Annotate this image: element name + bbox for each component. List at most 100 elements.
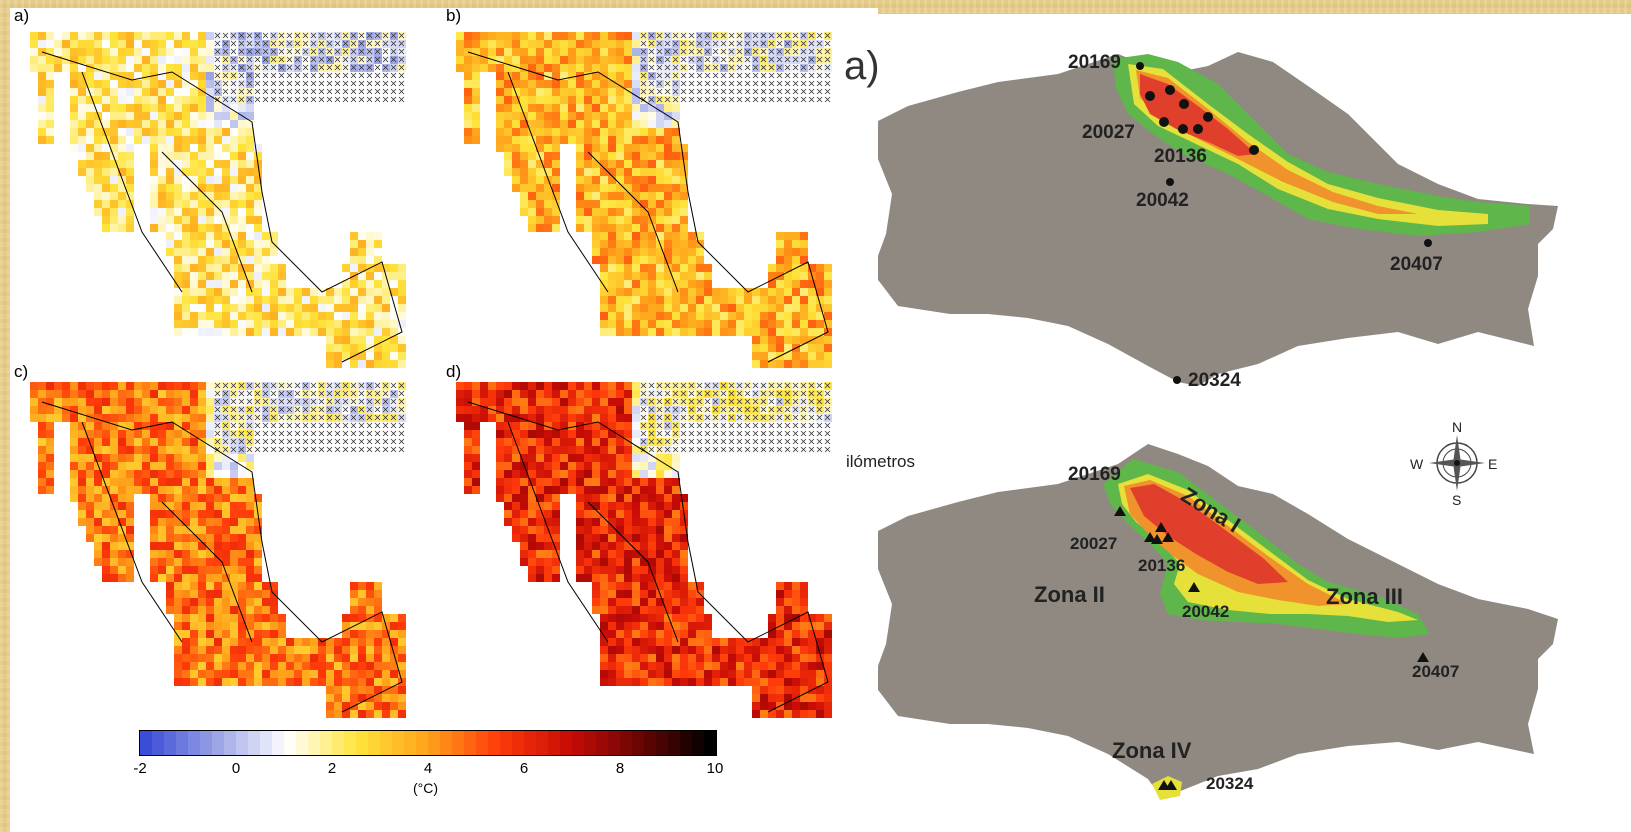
colorbar-swatch [464,731,477,755]
panel-a-label: a) [14,6,30,25]
compass-rose-icon [1429,435,1485,491]
lower-station-label-20407: 20407 [1412,662,1460,681]
upper-green-zone [1113,54,1530,236]
panel-c-label: c) [14,362,29,381]
lower-red-zone [1130,484,1288,584]
station-label-20324: 20324 [1188,370,1241,391]
colorbar-swatch [632,731,645,755]
upper-oaxaca-map [878,52,1558,386]
significance-hatching [214,32,405,103]
colorbar-swatch [620,731,633,755]
scale-bar-label: ilómetros [846,452,915,471]
lower-station-label-20136: 20136 [1138,556,1186,575]
colorbar-tick: 2 [327,760,337,777]
significance-hatching [214,382,405,453]
colorbar-swatch [332,731,345,755]
colorbar-swatch [200,731,213,755]
colorbar-swatch [608,731,621,755]
colorbar-swatch [272,731,285,755]
station-label-20169: 20169 [1068,52,1121,73]
lower-station-label-20027: 20027 [1070,534,1118,553]
station-label-20027: 20027 [1082,122,1135,143]
upper-station-markers [1136,62,1432,384]
colorbar-tick: -2 [133,760,147,777]
anomaly-grid [456,382,832,718]
colorbar-swatch [296,731,309,755]
colorbar-swatch [368,731,381,755]
temperature-colorbar [139,730,717,756]
colorbar-swatch [452,731,465,755]
colorbar-swatch [692,731,705,755]
zone-iv-label: Zona IV [1112,738,1192,763]
colorbar-swatch [524,731,537,755]
panel-b-label: b) [446,6,462,25]
colorbar-swatch [512,731,525,755]
colorbar-swatch [548,731,561,755]
zone-iii-label: Zona III [1326,584,1403,609]
compass-north-label: N [1452,419,1463,435]
station-label-20042: 20042 [1136,190,1189,211]
state-borders [467,51,829,363]
panel-b-map [448,32,868,368]
colorbar-swatch [284,731,297,755]
significance-hatching [640,32,831,103]
state-borders [41,401,403,713]
panel-d-label: d) [446,362,462,381]
significance-hatching [640,382,831,453]
colorbar-swatch [224,731,237,755]
colorbar-swatch [560,731,573,755]
colorbar-swatch [428,731,441,755]
anomaly-grid [30,32,406,368]
colorbar-swatch [188,731,201,755]
colorbar-swatch [236,731,249,755]
station-label-20136: 20136 [1154,146,1207,167]
lower-station-markers [1114,506,1429,790]
colorbar-tick: 10 [706,760,724,777]
panel-d-map [448,382,868,718]
colorbar-swatch [596,731,609,755]
colorbar-swatch [704,731,716,755]
panel-a-map [22,32,442,368]
colorbar-unit-label: (°C) [413,780,439,796]
colorbar-swatch [176,731,189,755]
colorbar-tick: 0 [231,760,241,777]
colorbar-swatch [404,731,417,755]
colorbar-swatch [320,731,333,755]
colorbar-swatch [656,731,669,755]
colorbar-swatch [416,731,429,755]
colorbar-swatch [500,731,513,755]
colorbar-swatch [440,731,453,755]
colorbar-tick: 6 [519,760,529,777]
compass-south-label: S [1452,492,1462,508]
colorbar-swatch [344,731,357,755]
temperature-change-maps-figure: a) b) c) d) -2 0 2 4 6 8 10 (°C) [10,6,878,832]
state-borders [41,51,403,363]
colorbar-swatch [356,731,369,755]
colorbar-swatch [584,731,597,755]
station-label-20407: 20407 [1390,254,1443,275]
lower-station-label-20169: 20169 [1068,464,1121,485]
colorbar-swatch [488,731,501,755]
colorbar-swatch [644,731,657,755]
colorbar-swatch [680,731,693,755]
right-panel-a-label: a) [844,44,880,88]
panel-c-map [22,382,442,718]
colorbar-swatch [212,731,225,755]
anomaly-grid [456,32,832,368]
colorbar-swatch [140,731,153,755]
colorbar-swatch [476,731,489,755]
colorbar-swatch [392,731,405,755]
lower-oaxaca-map [878,444,1558,800]
colorbar-swatch [248,731,261,755]
zone-ii-label: Zona II [1034,582,1105,607]
lower-station-label-20324: 20324 [1206,774,1254,793]
colorbar-swatch [572,731,585,755]
lower-station-label-20042: 20042 [1182,602,1230,621]
colorbar-swatch [260,731,273,755]
state-borders [467,401,829,713]
compass-east-label: E [1488,456,1498,472]
colorbar-swatch [536,731,549,755]
compass-west-label: W [1410,456,1424,472]
colorbar-tick: 8 [615,760,625,777]
upper-land-shape [878,52,1558,386]
